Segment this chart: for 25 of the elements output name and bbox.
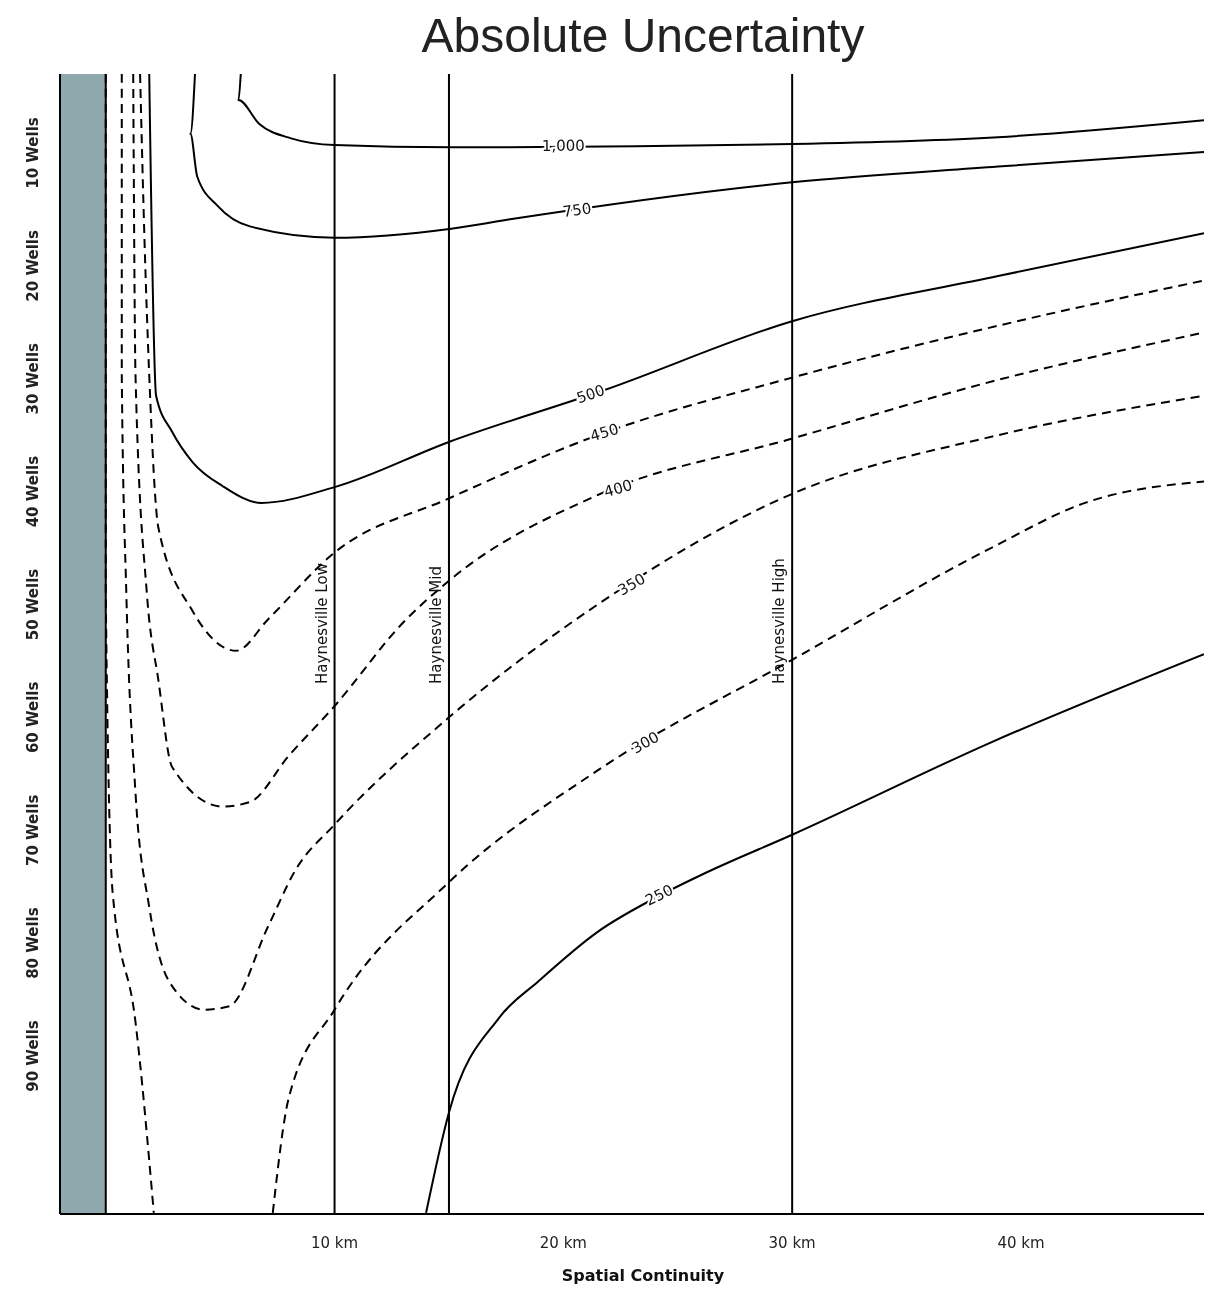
text: 500 <box>574 381 608 408</box>
text: 450 <box>588 419 621 446</box>
ref-line-label: Haynesville Low <box>312 563 331 684</box>
ref-line-label: Haynesville High <box>770 558 789 684</box>
x-tick-label: 30 km <box>768 1234 816 1252</box>
y-tick-label: 40 Wells <box>24 455 42 528</box>
y-tick-label: 60 Wells <box>24 681 42 754</box>
y-tick-label: 20 Wells <box>24 230 42 302</box>
x-tick-label: 10 km <box>310 1234 359 1252</box>
x-tick-label: 40 km <box>997 1234 1045 1252</box>
y-tick-label: 80 Wells <box>24 907 42 979</box>
text: 350 <box>614 569 649 600</box>
y-tick-label: 70 Wells <box>24 794 42 866</box>
ref-line-label: Haynesville Mid <box>426 565 445 684</box>
x-axis-title: Spatial Continuity <box>560 1266 726 1285</box>
chart-title: Absolute Uncertainty <box>420 8 866 64</box>
text: 750 <box>561 199 593 221</box>
text: 250 <box>642 880 677 910</box>
text: 300 <box>628 727 663 758</box>
text: 400 <box>601 475 635 502</box>
y-tick-label: 90 Wells <box>24 1020 42 1092</box>
y-tick-label: 50 Wells <box>24 568 42 641</box>
y-tick-label: 10 Wells <box>24 117 42 189</box>
x-tick-label: 20 km <box>539 1234 587 1252</box>
y-tick-label: 30 Wells <box>24 342 42 415</box>
